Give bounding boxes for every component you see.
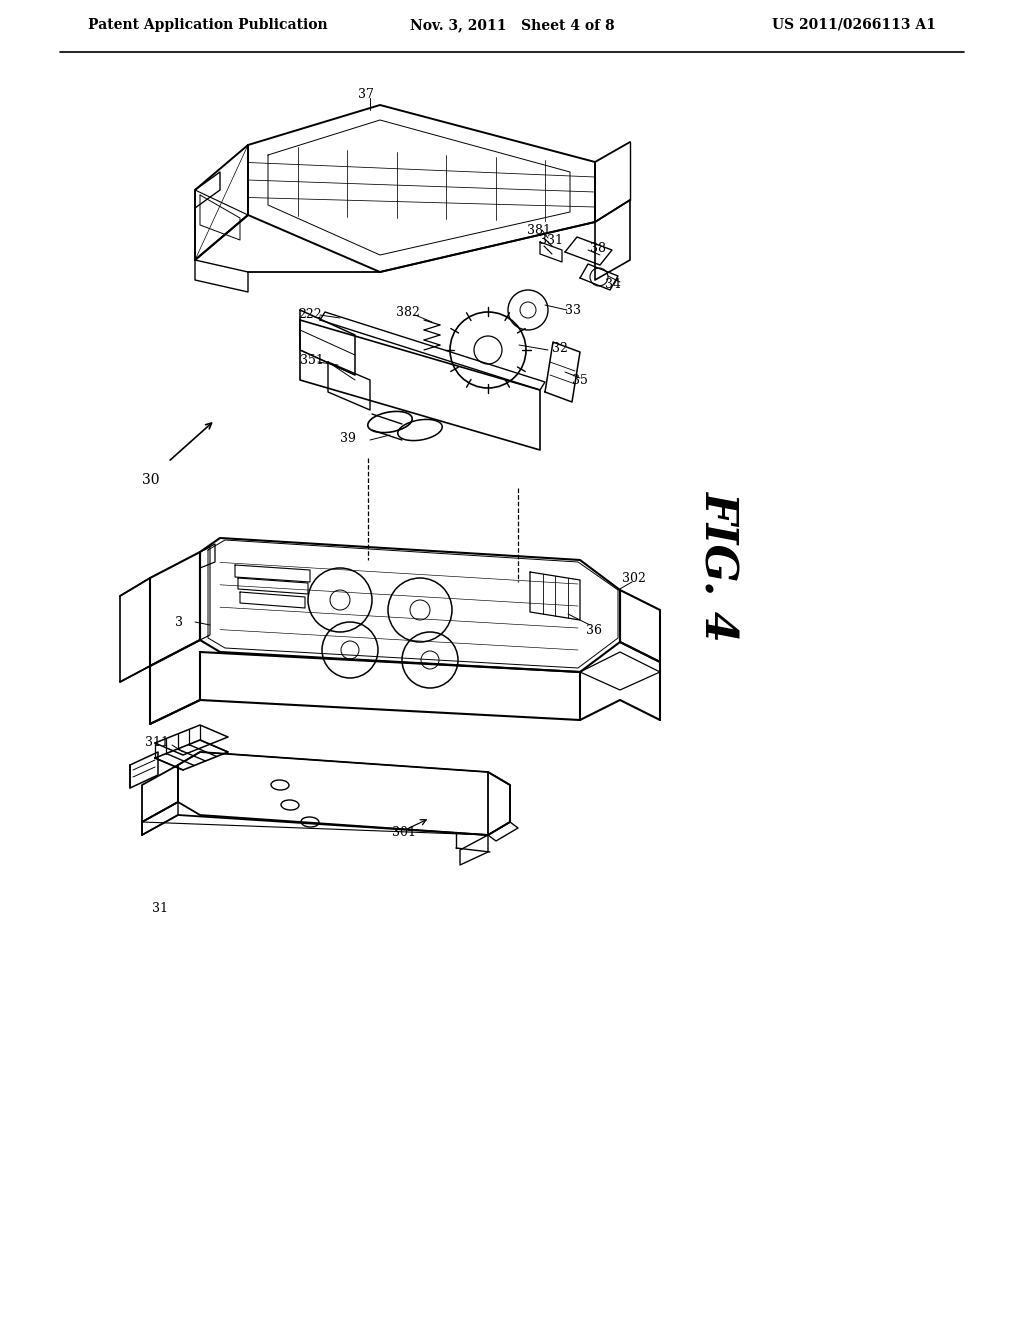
Text: 382: 382 xyxy=(396,306,420,319)
Text: 33: 33 xyxy=(565,304,581,317)
Text: US 2011/0266113 A1: US 2011/0266113 A1 xyxy=(772,18,936,32)
Text: 36: 36 xyxy=(586,623,602,636)
Text: 37: 37 xyxy=(358,88,374,102)
Text: 222: 222 xyxy=(298,308,322,321)
Text: 331: 331 xyxy=(539,234,563,247)
Text: 34: 34 xyxy=(605,279,621,292)
Text: 31: 31 xyxy=(152,902,168,915)
Text: Patent Application Publication: Patent Application Publication xyxy=(88,18,328,32)
Text: 38: 38 xyxy=(590,242,606,255)
Text: 32: 32 xyxy=(552,342,568,355)
Text: 39: 39 xyxy=(340,432,356,445)
Text: 3: 3 xyxy=(175,615,183,628)
Text: FIG. 4: FIG. 4 xyxy=(696,490,739,640)
Text: 351: 351 xyxy=(300,354,324,367)
Text: Nov. 3, 2011   Sheet 4 of 8: Nov. 3, 2011 Sheet 4 of 8 xyxy=(410,18,614,32)
Text: 311: 311 xyxy=(145,735,169,748)
Text: 302: 302 xyxy=(622,572,646,585)
Text: 381: 381 xyxy=(527,223,551,236)
Text: 35: 35 xyxy=(572,374,588,387)
Text: 30: 30 xyxy=(142,473,160,487)
Text: 301: 301 xyxy=(392,825,416,838)
